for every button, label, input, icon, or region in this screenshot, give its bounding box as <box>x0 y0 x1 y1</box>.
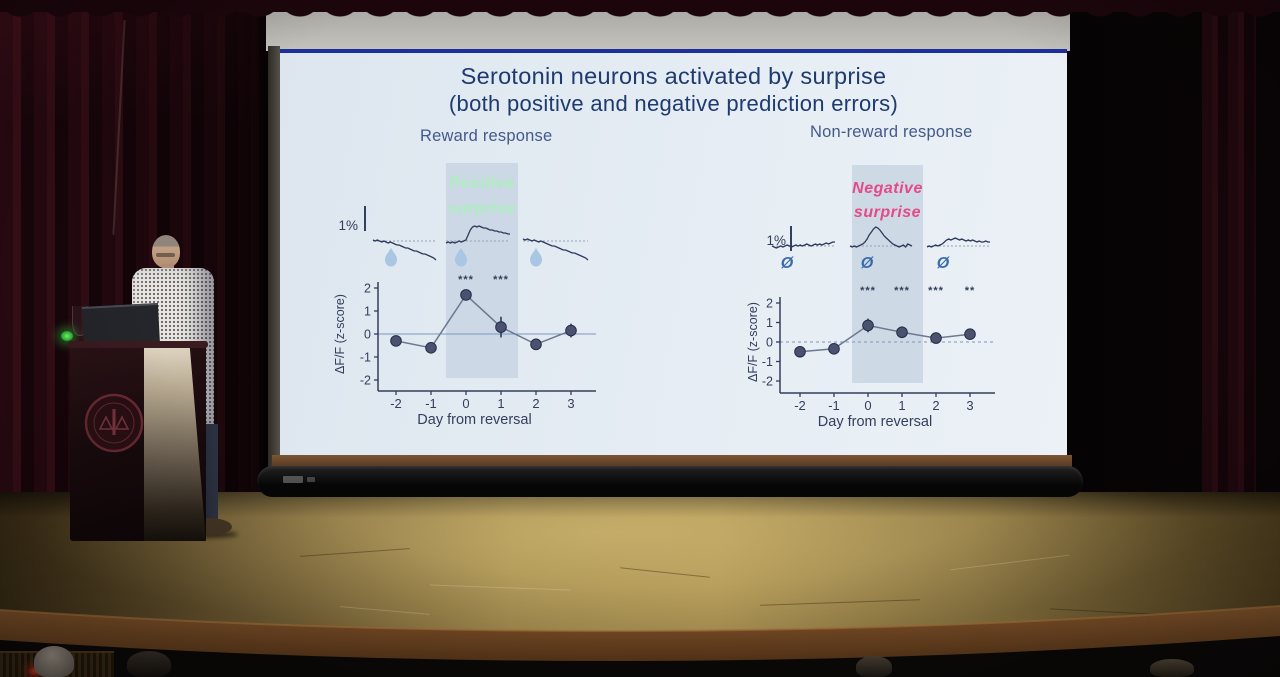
data-point <box>425 342 437 354</box>
podium-seal <box>84 393 144 453</box>
calcium-trace <box>926 237 990 248</box>
y-tick-label: 1 <box>766 316 773 330</box>
speaker-head <box>152 235 180 268</box>
calcium-trace <box>771 241 835 249</box>
x-axis-label: Day from reversal <box>417 412 531 428</box>
y-tick-label: 0 <box>364 328 371 342</box>
y-tick-label: 2 <box>364 282 371 296</box>
y-tick-label: 0 <box>766 336 773 350</box>
y-tick-label: -2 <box>762 375 773 389</box>
calcium-trace <box>522 238 589 261</box>
audience-head <box>1150 659 1194 677</box>
surprise-band <box>852 165 923 383</box>
x-tick-label: 2 <box>532 396 539 411</box>
floor-scratch <box>430 584 570 591</box>
calcium-trace <box>849 226 913 248</box>
x-tick-label: -1 <box>828 398 840 413</box>
x-tick-label: 2 <box>932 398 939 413</box>
y-tick-label: -2 <box>360 374 371 388</box>
stage-front-edge <box>0 605 1280 662</box>
surprise-label: Positive <box>449 175 514 192</box>
scalebar-label: 1% <box>766 233 786 248</box>
no-reward-icon: Ø <box>781 255 794 272</box>
x-tick-label: 3 <box>567 396 574 411</box>
slide-title-line2: (both positive and negative prediction e… <box>448 91 899 116</box>
significance-stars: *** <box>860 285 876 297</box>
surprise-label: Negative <box>852 180 923 197</box>
y-axis-label: ΔF/F (z-score) <box>333 294 347 374</box>
speaker-glasses <box>156 253 175 257</box>
stage-curtain-right <box>1202 0 1256 542</box>
data-point <box>930 332 942 344</box>
x-tick-label: 1 <box>497 396 504 411</box>
no-reward-icon: Ø <box>937 255 950 272</box>
significance-stars: *** <box>458 274 474 286</box>
x-tick-label: 3 <box>966 398 973 413</box>
x-tick-label: -2 <box>794 398 806 413</box>
projected-slide: Serotonin neurons activated by surprise … <box>280 49 1067 455</box>
floor-scratch <box>950 554 1070 571</box>
reward-response-chart: Positive surprise 1% 2 1 0 -1 -2 -2 -1 0 1 2 3 Day fro… <box>333 163 596 428</box>
water-drop-icon <box>455 248 467 267</box>
calcium-trace <box>445 225 510 244</box>
audience-head <box>856 656 892 677</box>
no-reward-icon: Ø <box>861 255 874 272</box>
significance-stars: *** <box>928 285 944 297</box>
screen-brand-mark <box>307 477 315 482</box>
calcium-trace <box>372 239 437 261</box>
series-line <box>395 293 572 349</box>
x-axis-label: Day from reversal <box>818 414 932 430</box>
water-drop-icon <box>385 248 397 267</box>
data-point <box>495 321 507 333</box>
data-point <box>390 335 402 347</box>
non-reward-response-chart: Negative surprise 1% Ø Ø Ø 2 1 0 -1 -2 -2 -1 0 1 2 3 Day … <box>746 165 995 430</box>
floor-scratch <box>620 567 710 578</box>
screen-left-edge <box>268 46 280 472</box>
x-tick-label: -2 <box>390 396 402 411</box>
surprise-band <box>446 163 518 378</box>
screen-casing-tube <box>257 466 1083 497</box>
y-tick-label: 2 <box>766 297 773 311</box>
data-point <box>896 326 908 339</box>
data-point <box>964 328 976 340</box>
y-tick-label: -1 <box>360 351 371 365</box>
podium-top-edge <box>68 341 208 348</box>
curtain-valance <box>0 0 1280 34</box>
significance-stars: ** <box>965 285 976 297</box>
data-point <box>565 324 577 337</box>
slide-title-line1: Serotonin neurons activated by surprise <box>460 63 887 89</box>
green-led-light <box>61 331 73 341</box>
y-axis-label: ΔF/F (z-score) <box>746 302 760 382</box>
scalebar-label: 1% <box>338 218 358 233</box>
data-point <box>530 338 542 351</box>
surprise-label: surprise <box>448 200 515 217</box>
y-tick-label: 1 <box>364 305 371 319</box>
x-tick-label: 0 <box>864 398 871 413</box>
significance-stars: *** <box>894 285 910 297</box>
non-reward-response-heading: Non-reward response <box>810 123 973 141</box>
screen-brand-mark <box>283 476 303 483</box>
x-tick-label: 1 <box>898 398 905 413</box>
y-tick-label: -1 <box>762 355 773 369</box>
data-point <box>828 343 840 355</box>
x-tick-label: 0 <box>462 396 469 411</box>
floor-scratch <box>300 548 410 557</box>
reward-response-heading: Reward response <box>420 127 553 145</box>
data-point <box>794 345 806 358</box>
surprise-label: surprise <box>854 204 921 221</box>
significance-stars: *** <box>493 274 509 286</box>
x-tick-label: -1 <box>425 396 437 411</box>
data-point <box>862 319 874 332</box>
audience-head <box>127 651 171 677</box>
audience-head <box>34 646 74 677</box>
data-point <box>460 289 472 301</box>
water-drop-icon <box>530 248 542 267</box>
